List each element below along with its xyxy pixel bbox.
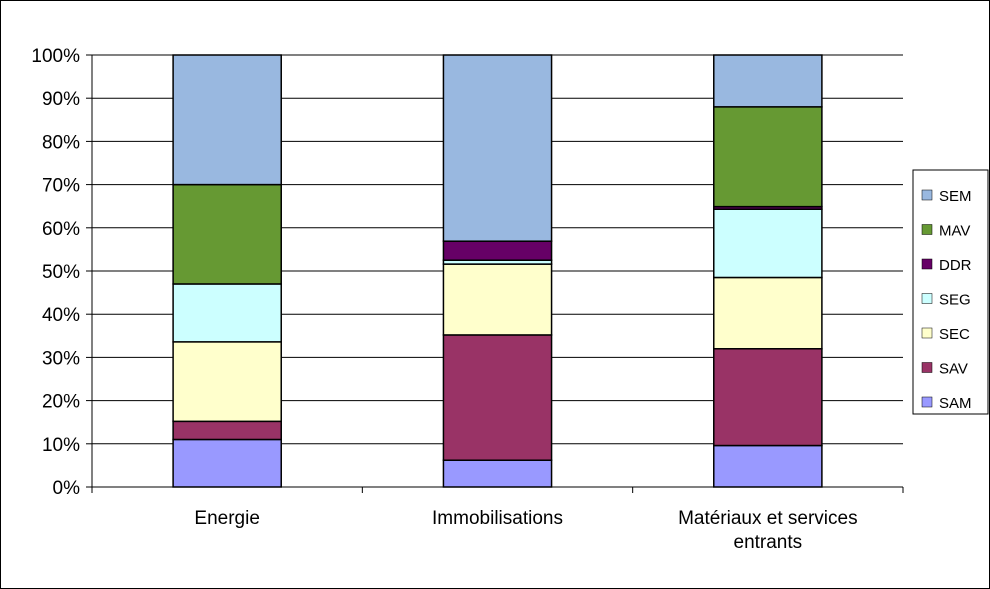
legend-box <box>912 169 989 415</box>
legend-swatch-sec <box>921 327 933 339</box>
legend-label-sam: SAM <box>939 395 972 412</box>
category-label: entrants <box>734 532 803 553</box>
y-tick-label: 30% <box>42 348 80 369</box>
legend-swatch-mav <box>921 224 933 235</box>
y-tick-label: 0% <box>53 478 81 499</box>
bar-segment-mav <box>172 183 282 285</box>
category-label: Energie <box>194 508 260 529</box>
legend-label-sec: SEC <box>939 326 970 343</box>
bar-segment-sem <box>172 54 282 186</box>
bar-segment-sav <box>172 420 282 441</box>
legend-label-mav: MAV <box>939 223 970 240</box>
y-tick-label: 20% <box>42 392 80 413</box>
y-tick-label: 70% <box>42 176 80 197</box>
bar-segment-mav <box>713 106 823 208</box>
y-tick-label: 60% <box>42 219 80 240</box>
bar-segment-sem <box>442 54 553 242</box>
legend-label-sem: SEM <box>939 188 972 205</box>
bar-segment-sav <box>713 348 823 447</box>
bar-segment-sav <box>442 334 553 461</box>
category-label: Immobilisations <box>432 508 563 529</box>
bars-layer <box>172 54 823 488</box>
legend-swatch-sam <box>921 396 933 408</box>
bar-segment-sem <box>713 54 823 108</box>
legend-label-seg: SEG <box>939 292 971 309</box>
bar-segment-sec <box>442 263 553 336</box>
category-label: Matériaux et services <box>678 508 858 529</box>
y-tick-label: 40% <box>42 305 80 326</box>
legend-swatch-sav <box>921 362 933 373</box>
y-tick-label: 100% <box>31 46 80 67</box>
bar-segment-ddr <box>442 240 553 261</box>
bar-segment-seg <box>172 283 282 343</box>
bar-segment-sam <box>172 438 282 488</box>
legend-swatch-ddr <box>921 258 933 270</box>
legend-swatch-seg <box>921 293 933 304</box>
y-tick-label: 10% <box>42 435 80 456</box>
bar-segment-sam <box>713 444 823 488</box>
legend-label-ddr: DDR <box>939 257 972 274</box>
y-tick-label: 90% <box>42 89 80 110</box>
bar-segment-sec <box>172 341 282 423</box>
y-tick-label: 50% <box>42 262 80 283</box>
bar-segment-sec <box>713 276 823 350</box>
legend: SEM MAV DDR SEG SEC SAV SAM <box>912 169 989 415</box>
legend-swatch-sem <box>921 189 933 201</box>
y-tick-label: 80% <box>42 132 80 153</box>
legend-label-sav: SAV <box>939 361 968 378</box>
bar-segment-seg <box>713 208 823 279</box>
bar-segment-sam <box>442 459 553 488</box>
